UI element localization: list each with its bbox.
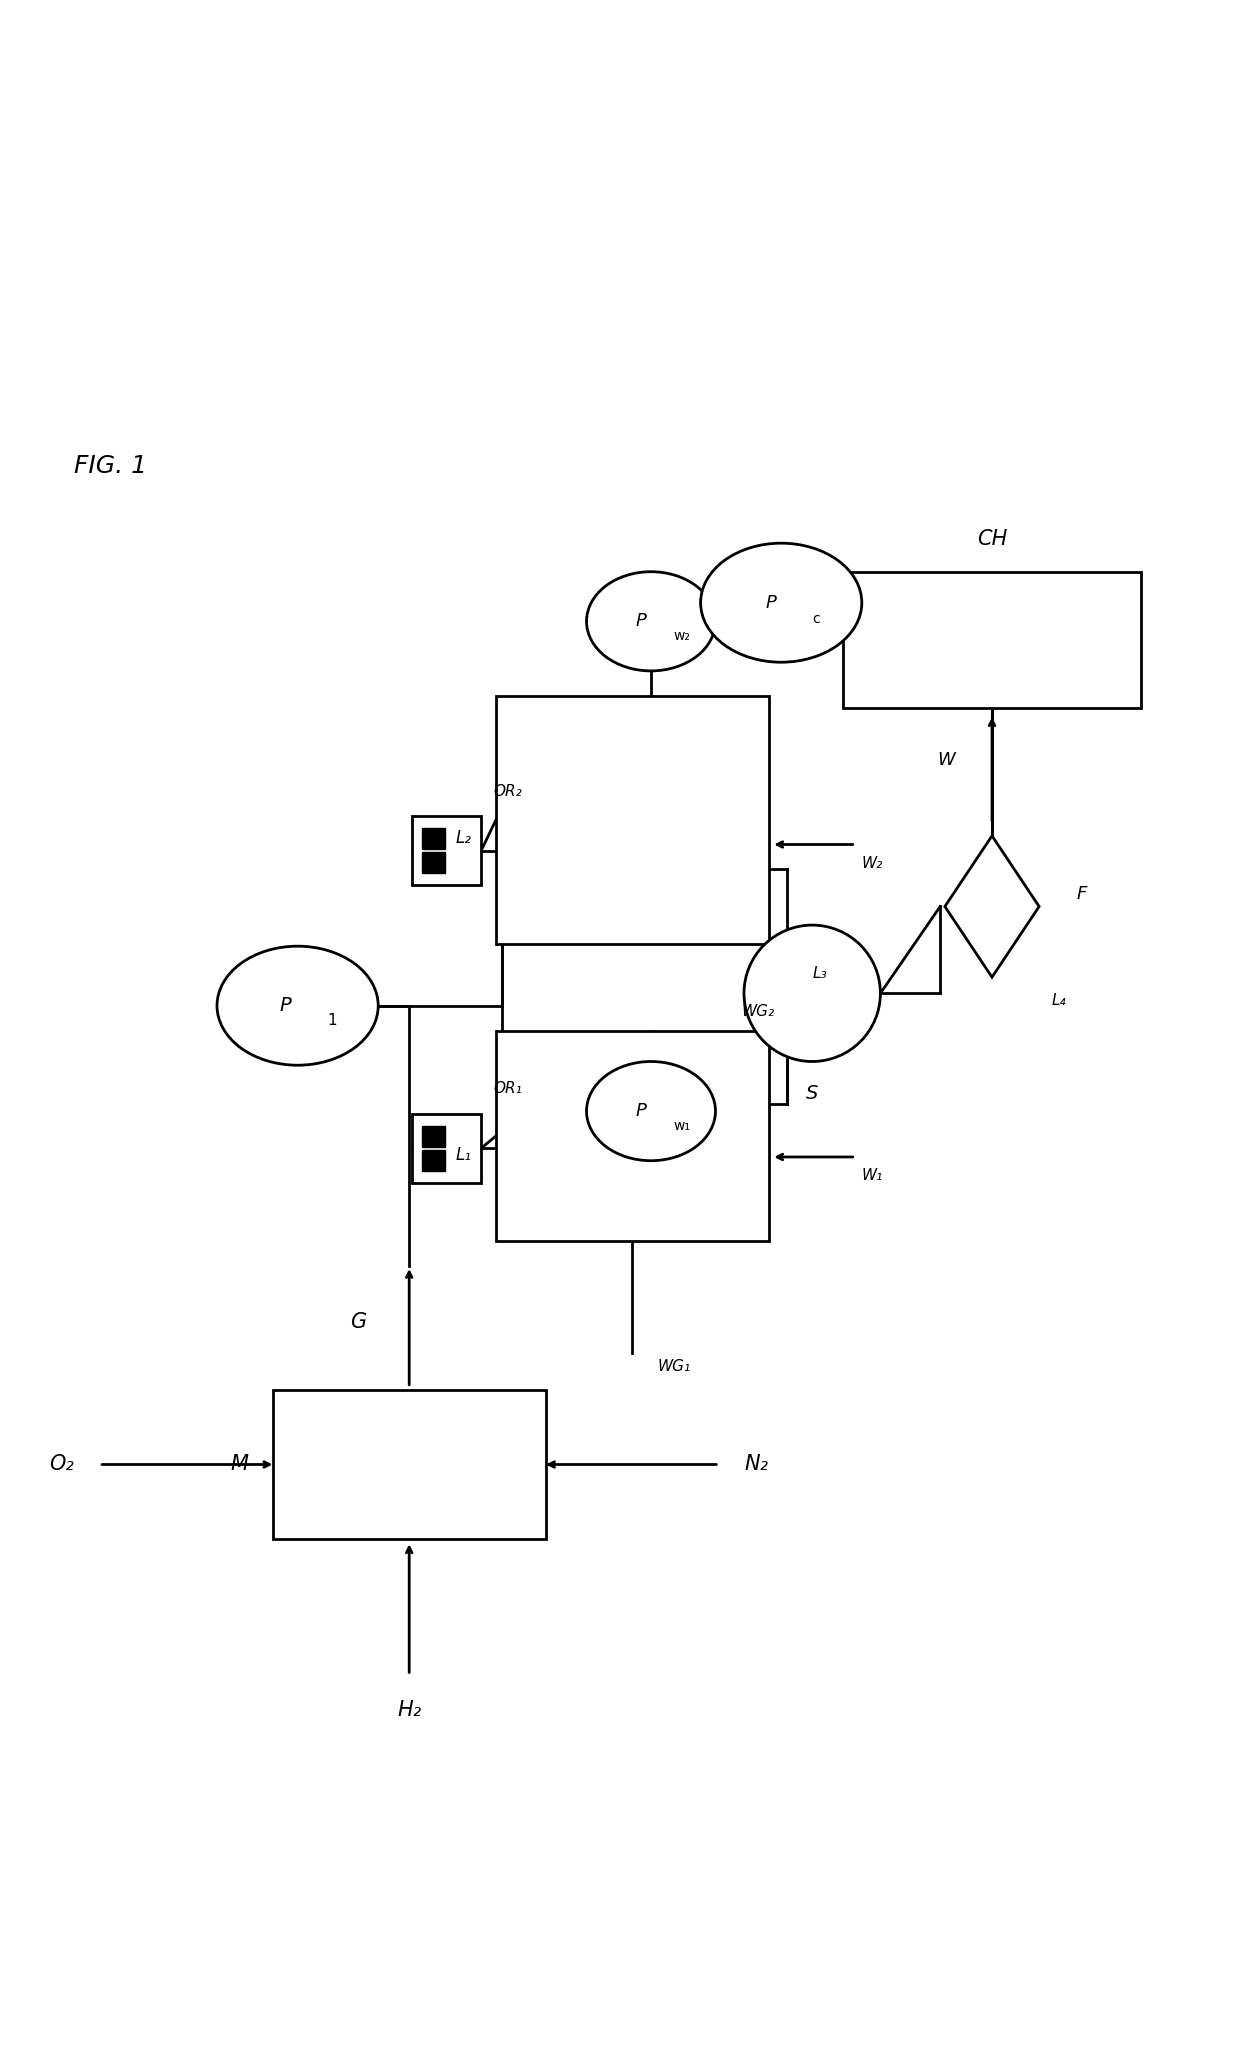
Ellipse shape	[701, 544, 862, 662]
Text: L₂: L₂	[455, 829, 471, 847]
Text: P: P	[279, 995, 291, 1016]
Text: w₁: w₁	[673, 1119, 691, 1134]
Bar	[422, 1150, 445, 1171]
Text: F: F	[1076, 884, 1086, 903]
Text: FIG. 1: FIG. 1	[74, 453, 148, 478]
Text: L₁: L₁	[455, 1146, 471, 1164]
Text: P: P	[636, 612, 646, 631]
Text: CH: CH	[977, 530, 1007, 550]
Text: WG₁: WG₁	[657, 1358, 691, 1375]
Text: W₁: W₁	[862, 1169, 883, 1183]
Ellipse shape	[587, 1061, 715, 1160]
Bar	[412, 1113, 481, 1183]
Text: w₂: w₂	[673, 629, 691, 643]
Text: W₂: W₂	[862, 855, 883, 870]
Bar	[273, 1389, 546, 1540]
Bar	[412, 816, 481, 886]
Text: L₃: L₃	[812, 967, 827, 981]
Circle shape	[744, 925, 880, 1061]
Bar	[496, 1030, 769, 1241]
Text: H₂: H₂	[397, 1700, 422, 1721]
Text: WG₂: WG₂	[742, 1004, 775, 1018]
Bar	[422, 829, 445, 849]
Text: W: W	[937, 750, 955, 769]
Text: N₂: N₂	[744, 1455, 768, 1474]
Text: P: P	[766, 594, 776, 612]
Bar	[422, 1125, 445, 1146]
Bar	[496, 697, 769, 944]
Text: c: c	[812, 612, 820, 627]
Text: OR₁: OR₁	[494, 1082, 522, 1096]
Polygon shape	[945, 837, 1039, 977]
Bar	[843, 571, 1141, 709]
Text: OR₂: OR₂	[494, 783, 522, 800]
Bar	[422, 853, 445, 874]
Ellipse shape	[217, 946, 378, 1066]
Ellipse shape	[587, 571, 715, 672]
Text: G: G	[350, 1313, 366, 1331]
Text: O₂: O₂	[50, 1455, 74, 1474]
Text: P: P	[636, 1103, 646, 1119]
Text: 1: 1	[327, 1014, 337, 1028]
Text: L₄: L₄	[1052, 993, 1066, 1008]
Text: S: S	[806, 1084, 818, 1103]
Text: M: M	[229, 1455, 248, 1474]
